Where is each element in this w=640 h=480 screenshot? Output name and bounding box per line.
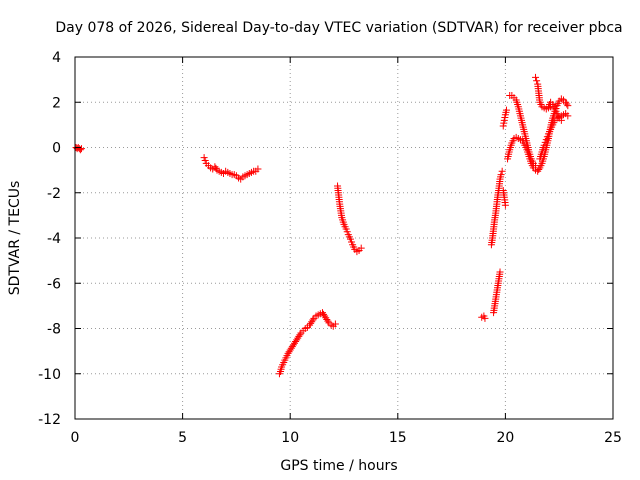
- chart-title: Day 078 of 2026, Sidereal Day-to-day VTE…: [55, 20, 622, 36]
- x-tick-label: 15: [389, 430, 407, 446]
- data-point-marker: [77, 145, 85, 153]
- data-point-marker: [496, 268, 504, 276]
- data-point-marker: [497, 171, 505, 179]
- x-tick-label: 0: [71, 430, 80, 446]
- data-point-marker: [533, 77, 541, 85]
- y-tick-label: -6: [47, 276, 61, 292]
- data-point-marker: [535, 166, 543, 174]
- data-point-marker: [563, 100, 571, 108]
- y-tick-label: -8: [47, 322, 61, 338]
- data-point-marker: [498, 167, 506, 175]
- x-tick-label: 20: [496, 430, 514, 446]
- y-tick-label: 0: [52, 141, 61, 157]
- data-point-marker: [324, 317, 332, 325]
- x-tick-label: 5: [178, 430, 187, 446]
- data-point-marker: [296, 331, 304, 339]
- y-tick-labels: -12 -10 -8 -6 -4 -2 0 2 4: [38, 50, 61, 428]
- data-point-marker: [481, 314, 489, 322]
- axis-ticks: [74, 56, 614, 420]
- data-point-marker: [331, 320, 339, 328]
- y-tick-label: -12: [38, 412, 61, 428]
- x-axis-label: GPS time / hours: [280, 458, 397, 474]
- data-point-marker: [564, 102, 572, 110]
- data-point-marker: [564, 112, 572, 120]
- data-point-marker: [254, 165, 262, 173]
- data-point-marker: [501, 201, 509, 209]
- y-tick-label: -4: [47, 231, 61, 247]
- data-point-marker: [532, 73, 540, 81]
- data-point-marker: [309, 316, 317, 324]
- grid: [75, 57, 613, 419]
- data-point-marker: [557, 116, 565, 124]
- y-tick-label: -10: [38, 367, 61, 383]
- data-point-marker: [502, 106, 510, 114]
- x-tick-label: 10: [281, 430, 299, 446]
- x-tick-label: 25: [604, 430, 622, 446]
- y-tick-label: -2: [47, 186, 61, 202]
- data-point-marker: [532, 162, 540, 170]
- y-tick-label: 4: [52, 50, 61, 66]
- y-tick-label: 2: [52, 95, 61, 111]
- x-tick-labels: 0 5 10 15 20 25: [71, 430, 622, 446]
- data-point-marker: [357, 244, 365, 252]
- y-axis-label: SDTVAR / TECUs: [7, 181, 23, 296]
- data-points: [72, 73, 572, 378]
